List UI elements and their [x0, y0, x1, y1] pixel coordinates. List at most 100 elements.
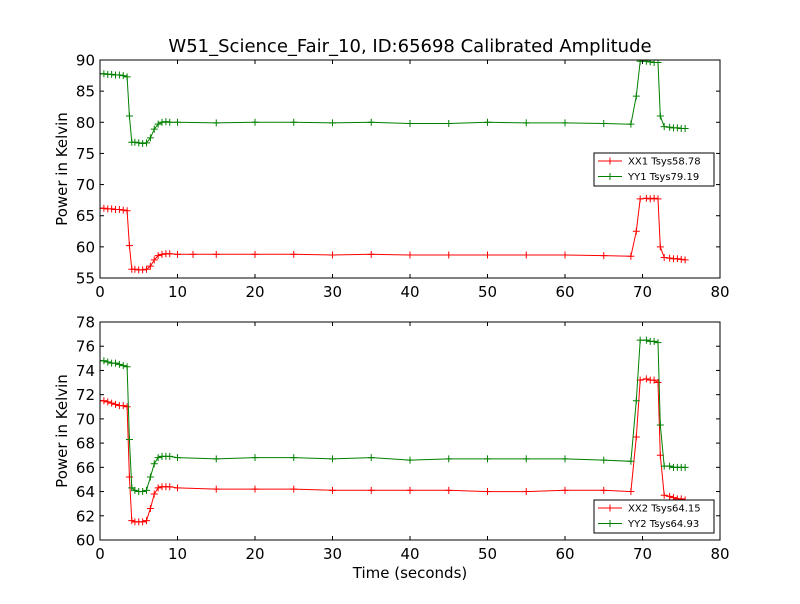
x-tick-label: 60: [555, 283, 574, 301]
data-point: [656, 421, 664, 429]
data-point: [646, 60, 654, 66]
data-point: [174, 484, 181, 492]
legend-label: XX2 Tsys64.15: [628, 504, 701, 515]
data-point: [290, 454, 298, 462]
data-point: [123, 207, 131, 215]
data-point: [484, 118, 491, 126]
y-tick-label: 60: [76, 532, 95, 550]
data-point: [123, 73, 131, 81]
data-point: [189, 250, 197, 258]
x-tick-label: 60: [555, 545, 574, 563]
data-point: [128, 517, 136, 525]
legend-marker: [606, 173, 614, 180]
data-point: [329, 455, 336, 463]
data-point: [150, 256, 158, 264]
x-tick-label: 80: [710, 283, 729, 301]
y-tick-label: 60: [76, 238, 95, 256]
data-point: [636, 336, 644, 344]
data-point: [681, 463, 689, 471]
y-tick-label: 78: [76, 314, 95, 332]
data-point: [100, 357, 108, 365]
data-point: [125, 473, 133, 481]
data-point: [642, 375, 650, 383]
data-point: [290, 250, 298, 258]
data-point: [367, 250, 375, 258]
data-point: [139, 518, 147, 526]
y-tick-label: 68: [76, 435, 95, 453]
data-point: [100, 70, 108, 78]
data-point: [561, 486, 569, 494]
data-point: [143, 265, 150, 273]
x-tick-label: 80: [710, 545, 729, 563]
data-point: [627, 457, 635, 465]
legend-entry: XX1 Tsys58.78: [598, 157, 701, 168]
data-point: [146, 473, 154, 481]
x-tick-label: 50: [478, 545, 497, 563]
data-point: [406, 120, 414, 128]
x-tick-label: 20: [245, 283, 264, 301]
data-point: [522, 455, 530, 463]
data-point: [166, 118, 174, 126]
data-point: [290, 118, 298, 126]
data-point: [166, 483, 174, 491]
data-point: [642, 194, 650, 202]
data-point: [367, 454, 375, 462]
data-point: [600, 456, 608, 464]
x-tick-label: 50: [478, 283, 497, 301]
y-tick-label: 85: [76, 83, 95, 101]
data-point: [406, 251, 414, 259]
x-tick-label: 30: [323, 283, 342, 301]
data-point: [154, 454, 162, 462]
data-point: [484, 455, 491, 463]
data-point: [174, 118, 181, 126]
data-point: [656, 243, 664, 251]
x-tick-label: 70: [633, 283, 652, 301]
data-point: [166, 452, 174, 460]
y-tick-label: 72: [76, 386, 95, 404]
data-point: [174, 250, 181, 258]
data-point: [166, 250, 174, 258]
data-point: [522, 488, 530, 496]
data-point: [650, 376, 658, 384]
data-point: [673, 124, 681, 132]
data-point: [642, 60, 650, 65]
data-point: [100, 397, 108, 405]
data-point: [112, 359, 119, 367]
data-point: [632, 397, 640, 405]
y-tick-label: 90: [76, 52, 95, 70]
data-point: [146, 134, 154, 142]
data-point: [681, 125, 689, 133]
data-point: [115, 360, 123, 368]
x-tick-label: 40: [400, 545, 419, 563]
data-point: [445, 120, 453, 128]
series-1-2: [100, 60, 689, 147]
data-point: [654, 195, 662, 203]
data-point: [112, 400, 119, 408]
data-point: [290, 485, 298, 493]
legend-marker: [606, 504, 614, 512]
data-point: [673, 255, 681, 263]
data-point: [150, 490, 158, 498]
data-point: [367, 486, 375, 494]
data-point: [212, 455, 220, 463]
legend-marker: [606, 157, 614, 165]
x-tick-label: 10: [168, 545, 187, 563]
y-tick-label: 75: [76, 145, 95, 163]
data-point: [146, 262, 154, 270]
y-tick-label: 80: [76, 114, 95, 132]
data-point: [646, 195, 654, 203]
data-point: [131, 138, 139, 146]
data-point: [119, 362, 127, 370]
data-point: [162, 118, 170, 126]
data-point: [522, 119, 530, 127]
panel-1: 0 10 20 30 40 50 60 70 80 55 60 65 70 75 80 85 90 Power i…: [53, 52, 730, 302]
data-point: [666, 492, 674, 500]
data-point: [212, 250, 220, 258]
data-point: [445, 251, 453, 259]
data-point: [125, 242, 133, 250]
data-point: [123, 403, 131, 411]
y-tick-label: 65: [76, 207, 95, 225]
data-point: [660, 253, 668, 261]
